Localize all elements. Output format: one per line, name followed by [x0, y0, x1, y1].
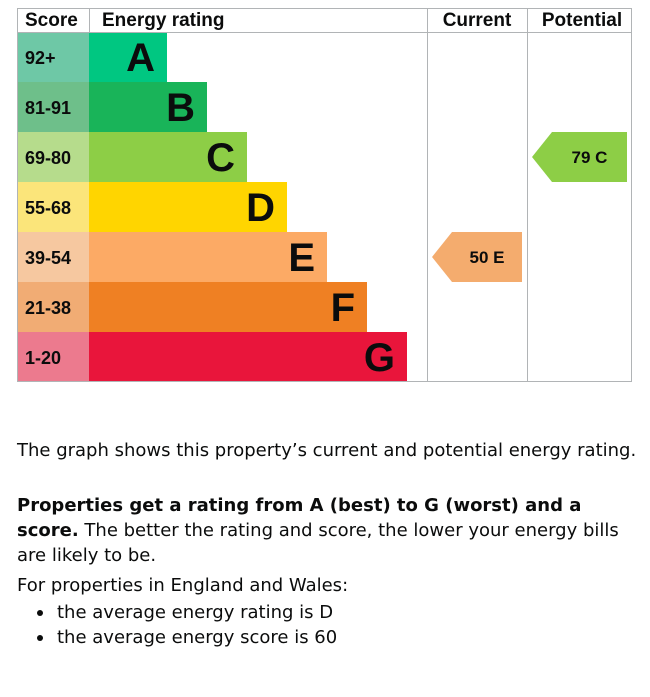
- header-energy-rating: Energy rating: [102, 10, 224, 31]
- chart-border: [17, 8, 632, 382]
- score-cell-g: [17, 332, 89, 382]
- rating-bar-a: [89, 32, 167, 82]
- rating-bar-f: [89, 282, 367, 332]
- ratings-explanation-rest: The better the rating and score, the low…: [17, 520, 619, 566]
- header-potential: Potential: [542, 10, 622, 31]
- rating-bar-c: [89, 132, 247, 182]
- current-rating-label: 50 E: [470, 248, 505, 267]
- header-current: Current: [443, 10, 512, 31]
- score-range-b: 81-91: [25, 98, 71, 118]
- rating-letter-a: A: [126, 36, 155, 80]
- rating-bar-d: [89, 182, 287, 232]
- score-range-c: 69-80: [25, 148, 71, 168]
- ratings-explanation: Properties get a rating from A (best) to…: [17, 493, 637, 568]
- score-cell-b: [17, 82, 89, 132]
- score-cell-c: [17, 132, 89, 182]
- rating-letter-g: G: [364, 336, 395, 380]
- score-range-f: 21-38: [25, 298, 71, 318]
- score-range-g: 1-20: [25, 348, 61, 368]
- rating-markers: 50 E 79 C: [432, 132, 627, 282]
- rating-letter-c: C: [206, 136, 235, 180]
- score-range-d: 55-68: [25, 198, 71, 218]
- score-cell-e: [17, 232, 89, 282]
- chart-grid: [17, 8, 632, 382]
- potential-rating-arrow: [532, 132, 627, 182]
- score-cell-f: [17, 282, 89, 332]
- score-cell-d: [17, 182, 89, 232]
- score-range-e: 39-54: [25, 248, 71, 268]
- rating-bands: 92+ A 81-91 B 69-80 C 55-68 D 39-54 E 21-38 F 1-20 G: [17, 32, 407, 382]
- ratings-explanation-bold: Properties get a rating from A (best) to…: [17, 495, 582, 541]
- score-range-a: 92+: [25, 48, 56, 68]
- rating-letter-d: D: [246, 186, 275, 230]
- averages-list: the average energy rating is D the avera…: [17, 600, 337, 650]
- current-rating-arrow: [432, 232, 522, 282]
- rating-bar-g: [89, 332, 407, 382]
- average-score-item: the average energy score is 60: [17, 625, 337, 650]
- graph-description: The graph shows this property’s current …: [17, 440, 637, 461]
- rating-letter-b: B: [166, 86, 195, 130]
- potential-rating-label: 79 C: [572, 148, 608, 167]
- energy-rating-chart: Score Energy rating Current Potential 92…: [17, 8, 632, 382]
- rating-letter-e: E: [288, 236, 315, 280]
- score-cell-a: [17, 32, 89, 82]
- rating-letter-f: F: [331, 286, 355, 330]
- rating-bar-b: [89, 82, 207, 132]
- header-score: Score: [25, 10, 78, 31]
- rating-bar-e: [89, 232, 327, 282]
- region-intro: For properties in England and Wales:: [17, 575, 349, 596]
- average-rating-item: the average energy rating is D: [17, 600, 337, 625]
